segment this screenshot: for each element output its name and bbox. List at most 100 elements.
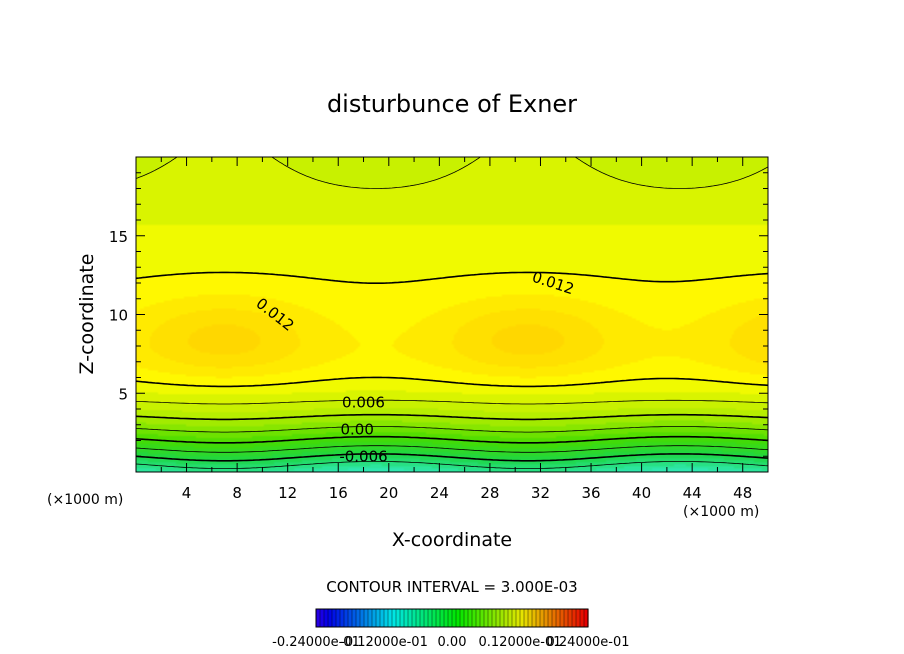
colorbar-cell	[360, 609, 365, 627]
colorbar-cell	[496, 609, 501, 627]
colorbar-cell	[356, 609, 361, 627]
contour-line	[136, 445, 768, 453]
contour-interval-text: CONTOUR INTERVAL = 3.000E-03	[326, 578, 577, 596]
colorbar-cell	[336, 609, 341, 627]
colorbar-cell	[548, 609, 553, 627]
colorbar-cell	[464, 609, 469, 627]
colorbar-cell	[424, 609, 429, 627]
colorbar-cell	[372, 609, 377, 627]
contour-label: 0.006	[342, 394, 385, 412]
colorbar-cell	[500, 609, 505, 627]
colorbar-cell	[452, 609, 457, 627]
colorbar-label: 0.24000e-01	[547, 635, 630, 650]
colorbar-cell	[408, 609, 413, 627]
colorbar-cell	[456, 609, 461, 627]
colorbar-cell	[388, 609, 393, 627]
contour-lines	[136, 157, 768, 469]
colorbar-cell	[448, 609, 453, 627]
colorbar-cell	[516, 609, 521, 627]
colorbar-cell	[328, 609, 333, 627]
colorbar-cell	[444, 609, 449, 627]
x-unit-label: (×1000 m)	[47, 492, 123, 508]
colorbar-cell	[492, 609, 497, 627]
colorbar-cell	[416, 609, 421, 627]
x-tick-label: 8	[232, 484, 242, 502]
x-tick-label: 20	[379, 484, 398, 502]
colorbar-cell	[528, 609, 533, 627]
colorbar-cell	[552, 609, 557, 627]
colorbar-label: 0.12000e-01	[479, 635, 562, 650]
colorbar-cell	[340, 609, 345, 627]
colorbar-labels: -0.24000e-01-0.12000e-01 0.00 0.12000e-010…	[272, 635, 629, 650]
colorbar-label: -0.12000e-01	[340, 635, 428, 650]
colorbar-cell	[348, 609, 353, 627]
colorbar-cell	[384, 609, 389, 627]
colorbar-cell	[556, 609, 561, 627]
colorbar-cell	[352, 609, 357, 627]
colorbar-cell	[504, 609, 509, 627]
colorbar-frame	[315, 608, 589, 628]
x-tick-label: 24	[430, 484, 449, 502]
colorbar-cell	[476, 609, 481, 627]
colorbar-cell	[436, 609, 441, 627]
colorbar-cell	[580, 609, 585, 627]
y-tick-label: 15	[109, 228, 128, 246]
contour-fill	[136, 157, 768, 472]
colorbar-cell	[428, 609, 433, 627]
x-tick-label: 4	[182, 484, 192, 502]
x-tick-label: 36	[581, 484, 600, 502]
colorbar-label: 0.00	[438, 635, 467, 650]
colorbar-cell	[344, 609, 349, 627]
colorbar-cell	[560, 609, 565, 627]
colorbar-cell	[480, 609, 485, 627]
colorbar-cell	[404, 609, 409, 627]
contour-line	[136, 426, 768, 433]
colorbar-cell	[576, 609, 581, 627]
y-axis-label: Z-coordinate	[76, 254, 98, 375]
colorbar-cell	[364, 609, 369, 627]
colorbar	[315, 608, 589, 628]
colorbar-cell	[488, 609, 493, 627]
colorbar-cell	[568, 609, 573, 627]
colorbar-cell	[432, 609, 437, 627]
colorbar-cell	[420, 609, 425, 627]
colorbar-cell	[392, 609, 397, 627]
colorbar-cell	[472, 609, 477, 627]
y-unit-label: (×1000 m)	[683, 504, 759, 520]
colorbar-cell	[368, 609, 373, 627]
colorbar-cell	[396, 609, 401, 627]
x-tick-label: 48	[733, 484, 752, 502]
colorbar-cell	[532, 609, 537, 627]
x-tick-label: 44	[683, 484, 702, 502]
colorbar-cell	[440, 609, 445, 627]
x-tick-label: 16	[329, 484, 348, 502]
colorbar-cell	[536, 609, 541, 627]
colorbar-cell	[468, 609, 473, 627]
colorbar-cell	[584, 609, 589, 627]
y-tick-label: 5	[118, 385, 128, 403]
chart-title: disturbunce of Exner	[327, 90, 577, 118]
colorbar-cell	[540, 609, 545, 627]
x-tick-label: 12	[278, 484, 297, 502]
contour-line	[136, 461, 768, 469]
colorbar-cell	[316, 609, 321, 627]
contour-line	[136, 413, 768, 421]
colorbar-cell	[544, 609, 549, 627]
colorbar-label: -0.24000e-01	[272, 635, 360, 650]
colorbar-cell	[376, 609, 381, 627]
colorbar-cell	[508, 609, 513, 627]
colorbar-cell	[512, 609, 517, 627]
colorbar-cell	[572, 609, 577, 627]
colorbar-cell	[524, 609, 529, 627]
colorbar-cell	[460, 609, 465, 627]
colorbar-cell	[332, 609, 337, 627]
contour-line	[136, 435, 768, 444]
colorbar-cell	[380, 609, 385, 627]
colorbar-cell	[320, 609, 325, 627]
contour-label: -0.006	[339, 447, 387, 465]
contour-line	[136, 271, 768, 388]
x-tick-label: 28	[480, 484, 499, 502]
colorbar-cell	[400, 609, 405, 627]
y-tick-label: 10	[109, 307, 128, 325]
